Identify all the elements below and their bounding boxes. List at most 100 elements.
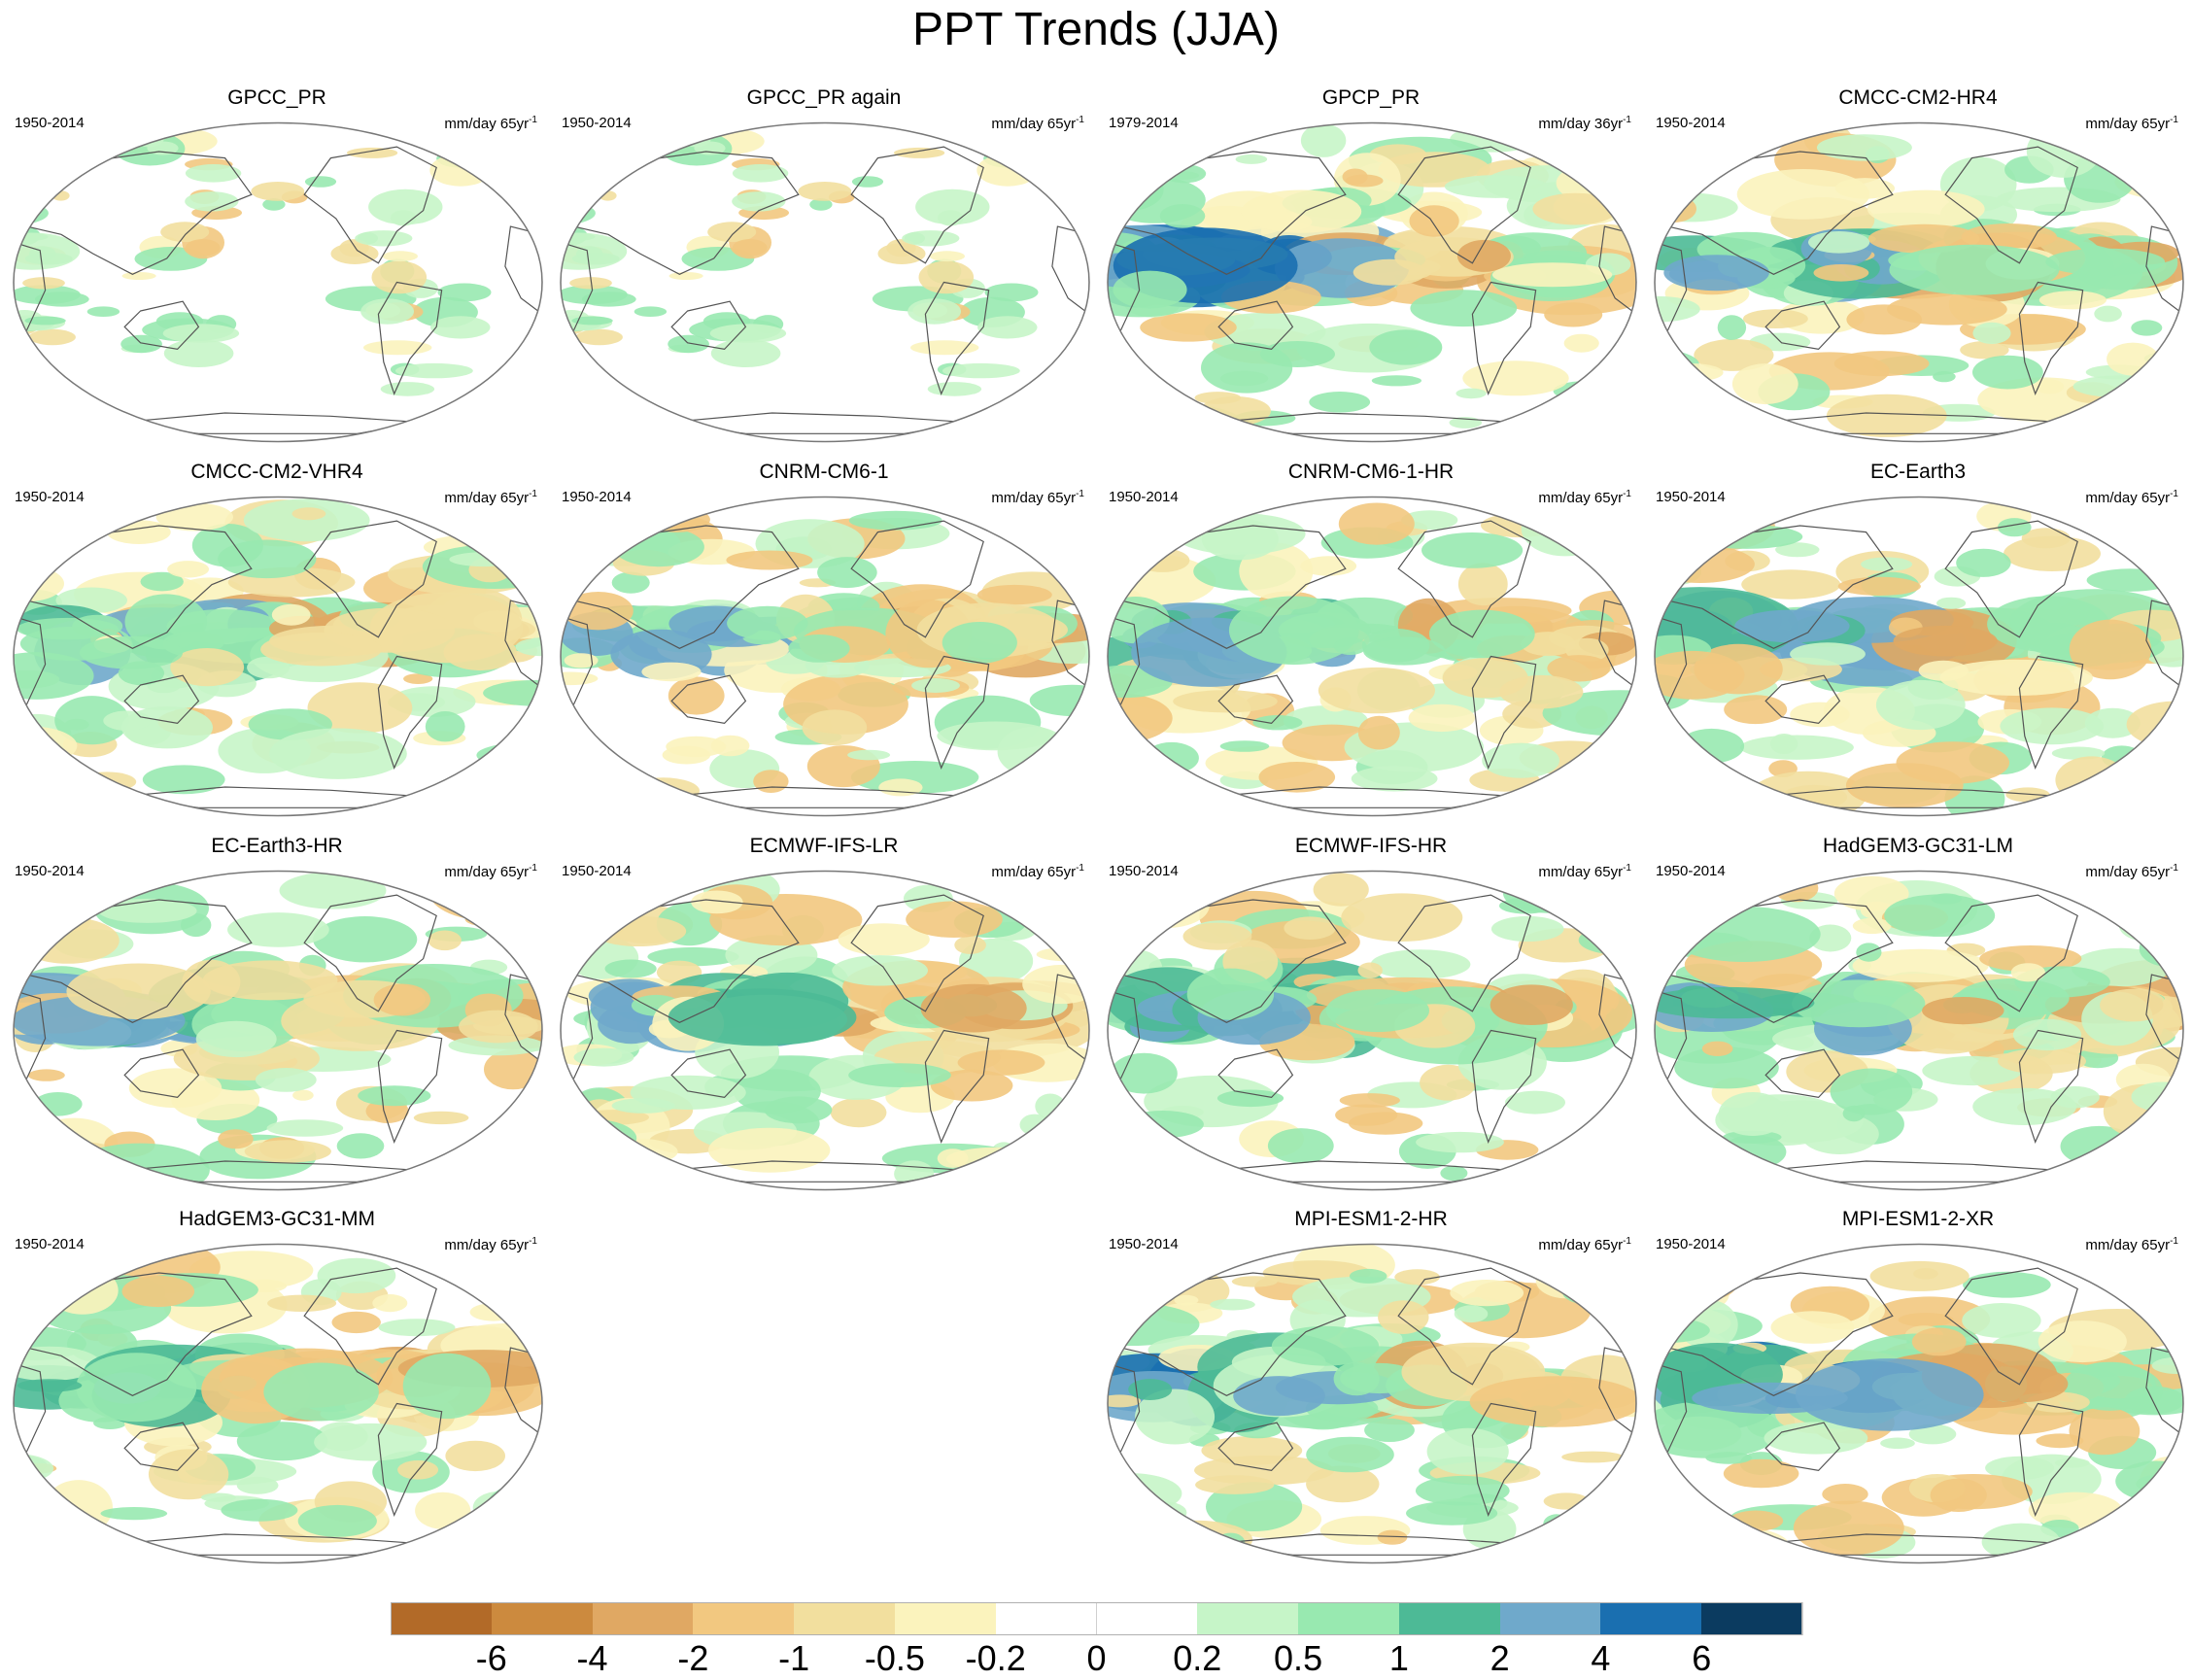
trend-patch: [1219, 740, 1270, 752]
trend-patch: [1695, 1273, 1721, 1288]
trend-patch: [1930, 1478, 1987, 1512]
trend-patch: [1111, 1052, 1178, 1094]
trend-patch: [128, 1068, 223, 1109]
coastline: [123, 300, 200, 351]
coastline: [1666, 1272, 1894, 1396]
trend-patch: [1108, 1394, 1142, 1408]
trend-patch: [2094, 305, 2122, 323]
panel-title: HadGEM3-GC31-MM: [179, 1208, 375, 1230]
map-svg: [1654, 496, 2184, 817]
trend-patch: [516, 919, 542, 938]
trend-patch: [2038, 1320, 2127, 1363]
colorbar-box: [1298, 1602, 1400, 1635]
trend-patch: [1036, 947, 1089, 962]
coastline: [377, 655, 443, 770]
trend-patch: [1195, 1475, 1275, 1494]
trend-patch: [1113, 270, 1187, 309]
colorbar-label: 6: [1692, 1638, 1712, 1678]
trend-patch: [1114, 132, 1189, 154]
map-svg: [560, 870, 1090, 1191]
trend-patch: [1615, 1317, 1636, 1334]
trend-patch: [1998, 1048, 2086, 1075]
panel-units-exponent: -1: [529, 489, 537, 499]
trend-patch: [732, 164, 789, 183]
trend-patch: [1861, 557, 1913, 572]
trend-patch: [1956, 548, 2011, 577]
trend-patch: [1661, 363, 1724, 382]
trend-patch: [1663, 255, 1769, 291]
trend-patch: [920, 983, 1027, 1033]
trend-patch: [1936, 597, 1967, 609]
panel-title: MPI-ESM1-2-HR: [1294, 1208, 1448, 1230]
panel-title: HadGEM3-GC31-LM: [1822, 835, 2014, 857]
trend-patch: [1908, 1423, 1957, 1445]
trend-patch: [927, 382, 982, 396]
trend-patch: [668, 334, 709, 354]
trend-patch: [2130, 894, 2183, 918]
map-outline: [1107, 496, 1637, 817]
trend-patch: [1363, 636, 1446, 666]
trend-patch: [336, 1133, 385, 1159]
map-outline: [560, 870, 1090, 1191]
trend-patch: [1591, 1270, 1636, 1291]
trend-patch: [1116, 416, 1143, 435]
trend-patch: [1922, 1055, 2023, 1086]
trend-patch: [1560, 531, 1610, 549]
trend-patch: [848, 510, 942, 531]
trend-patch: [1444, 175, 1548, 198]
trend-patch: [1816, 134, 1912, 161]
trend-patch: [14, 1135, 47, 1150]
trend-patch: [604, 959, 657, 978]
map-area: [1104, 868, 1640, 1193]
trend-patch: [1241, 189, 1362, 233]
trend-patch: [954, 936, 986, 954]
trend-patch: [2069, 1407, 2141, 1456]
trend-patch: [415, 1491, 471, 1529]
trend-patch: [1499, 674, 1584, 709]
trend-patch: [2118, 909, 2178, 943]
map-panel: GPCC_PR again 1950-2014 mm/day 65yr-1: [552, 86, 1096, 450]
trend-patch: [571, 316, 613, 326]
coastline: [850, 146, 984, 264]
trend-patch: [200, 1492, 236, 1502]
trend-patch: [18, 1135, 79, 1164]
panel-units: mm/day 65yr-1: [2085, 1233, 2178, 1254]
trend-patch: [1108, 743, 1168, 798]
trend-patch: [1833, 875, 1909, 911]
trend-patch: [484, 1048, 542, 1090]
trend-patch: [469, 1303, 517, 1321]
trend-patch: [647, 946, 739, 967]
panel-units-text: mm/day 65yr: [1538, 1237, 1624, 1253]
trend-patch: [1532, 192, 1619, 225]
coastline: [850, 520, 984, 638]
trend-patch: [561, 232, 628, 270]
panel-units: mm/day 65yr-1: [2085, 486, 2178, 507]
trend-patch: [1108, 742, 1156, 772]
map-svg: [1654, 121, 2184, 443]
trend-patch: [1724, 695, 1788, 725]
map-outline: [13, 1243, 543, 1564]
trend-patch: [1135, 1389, 1216, 1445]
trend-patch: [627, 777, 700, 805]
coastline: [1108, 989, 1141, 1087]
trend-patch: [1595, 528, 1636, 562]
coastline: [924, 1029, 990, 1144]
coastline: [25, 1272, 253, 1396]
trend-patch: [1121, 1111, 1204, 1139]
trend-patch: [1694, 1527, 1790, 1563]
coastline: [572, 899, 800, 1023]
coastline: [1764, 300, 1841, 351]
map-panel: CMCC-CM2-HR4 1950-2014 mm/day 65yr-1: [1646, 86, 2190, 450]
map-area: [557, 120, 1093, 445]
trend-patch: [957, 1049, 1045, 1076]
coastline: [1471, 281, 1537, 395]
coastline: [670, 674, 747, 725]
trend-patch: [292, 1089, 314, 1101]
panel-title: GPCC_PR again: [746, 86, 902, 109]
coastline: [1397, 1267, 1531, 1386]
trend-patch: [1875, 679, 1966, 731]
panel-units: mm/day 65yr-1: [444, 112, 537, 133]
trend-patch: [1199, 396, 1271, 426]
coastline: [504, 225, 542, 316]
coastline: [850, 894, 984, 1012]
